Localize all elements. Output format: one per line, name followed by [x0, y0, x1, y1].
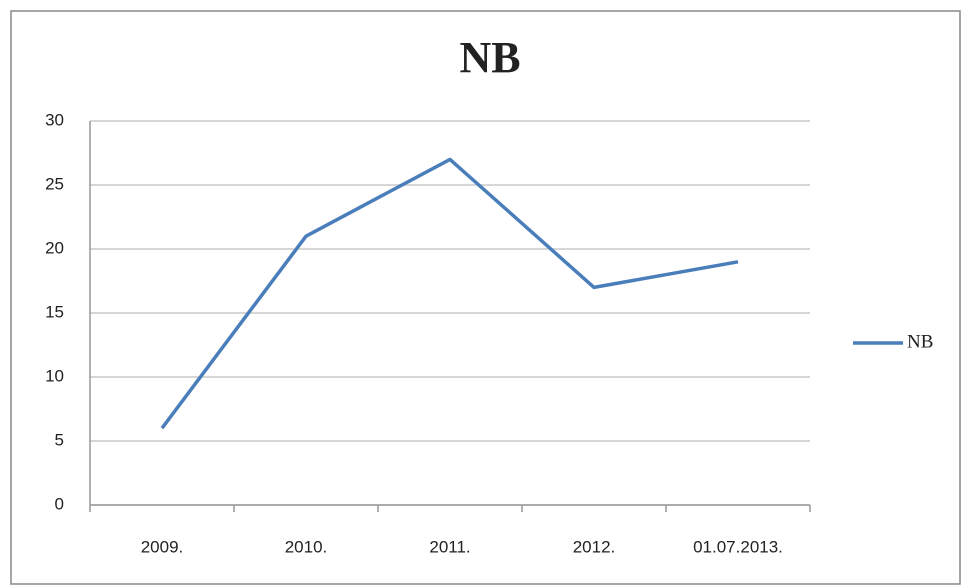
y-tick-label: 30	[45, 110, 64, 129]
y-tick-label: 0	[55, 494, 64, 513]
x-tick-label: 2010.	[285, 537, 328, 556]
y-tick-label: 15	[45, 302, 64, 321]
y-tick-label: 20	[45, 238, 64, 257]
y-tick-label: 10	[45, 366, 64, 385]
x-tick-label: 2012.	[573, 537, 616, 556]
legend-label: NB	[907, 331, 933, 352]
x-tick-label: 2009.	[141, 537, 184, 556]
y-tick-label: 5	[55, 430, 64, 449]
x-tick-label: 01.07.2013.	[693, 537, 783, 556]
chart-frame	[10, 10, 961, 585]
y-tick-label: 25	[45, 174, 64, 193]
x-tick-label: 2011.	[429, 537, 470, 556]
chart-title: NB	[459, 33, 520, 82]
data-line	[160, 157, 739, 430]
